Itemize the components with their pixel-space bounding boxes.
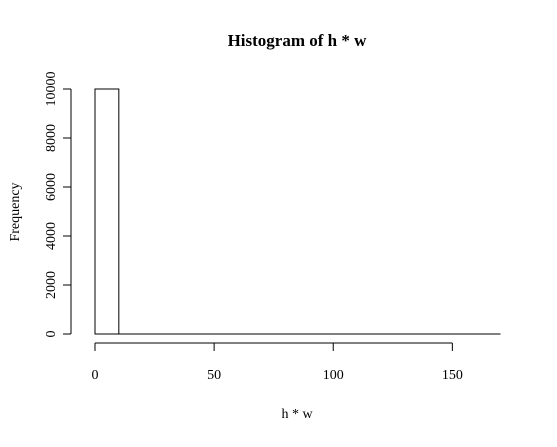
y-tick-label: 10000: [44, 72, 59, 107]
x-tick-label: 150: [442, 368, 463, 383]
y-tick-label: 6000: [44, 173, 59, 201]
x-tick-label: 50: [207, 368, 221, 383]
y-axis-label: Frequency: [8, 182, 23, 241]
histogram-bar: [95, 89, 119, 334]
x-axis: 0 50 100 150: [92, 343, 463, 383]
y-tick-label: 4000: [44, 222, 59, 250]
x-tick-label: 0: [92, 368, 99, 383]
x-tick-label: 100: [323, 368, 344, 383]
x-axis-label: h * w: [281, 407, 313, 422]
y-tick-label: 8000: [44, 124, 59, 152]
y-tick-label: 2000: [44, 271, 59, 299]
chart-title: Histogram of h * w: [228, 31, 368, 50]
y-tick-label: 0: [44, 331, 59, 338]
histogram-bars: [95, 89, 500, 334]
y-axis: 0 2000 4000 6000 8000 10000: [44, 72, 71, 338]
